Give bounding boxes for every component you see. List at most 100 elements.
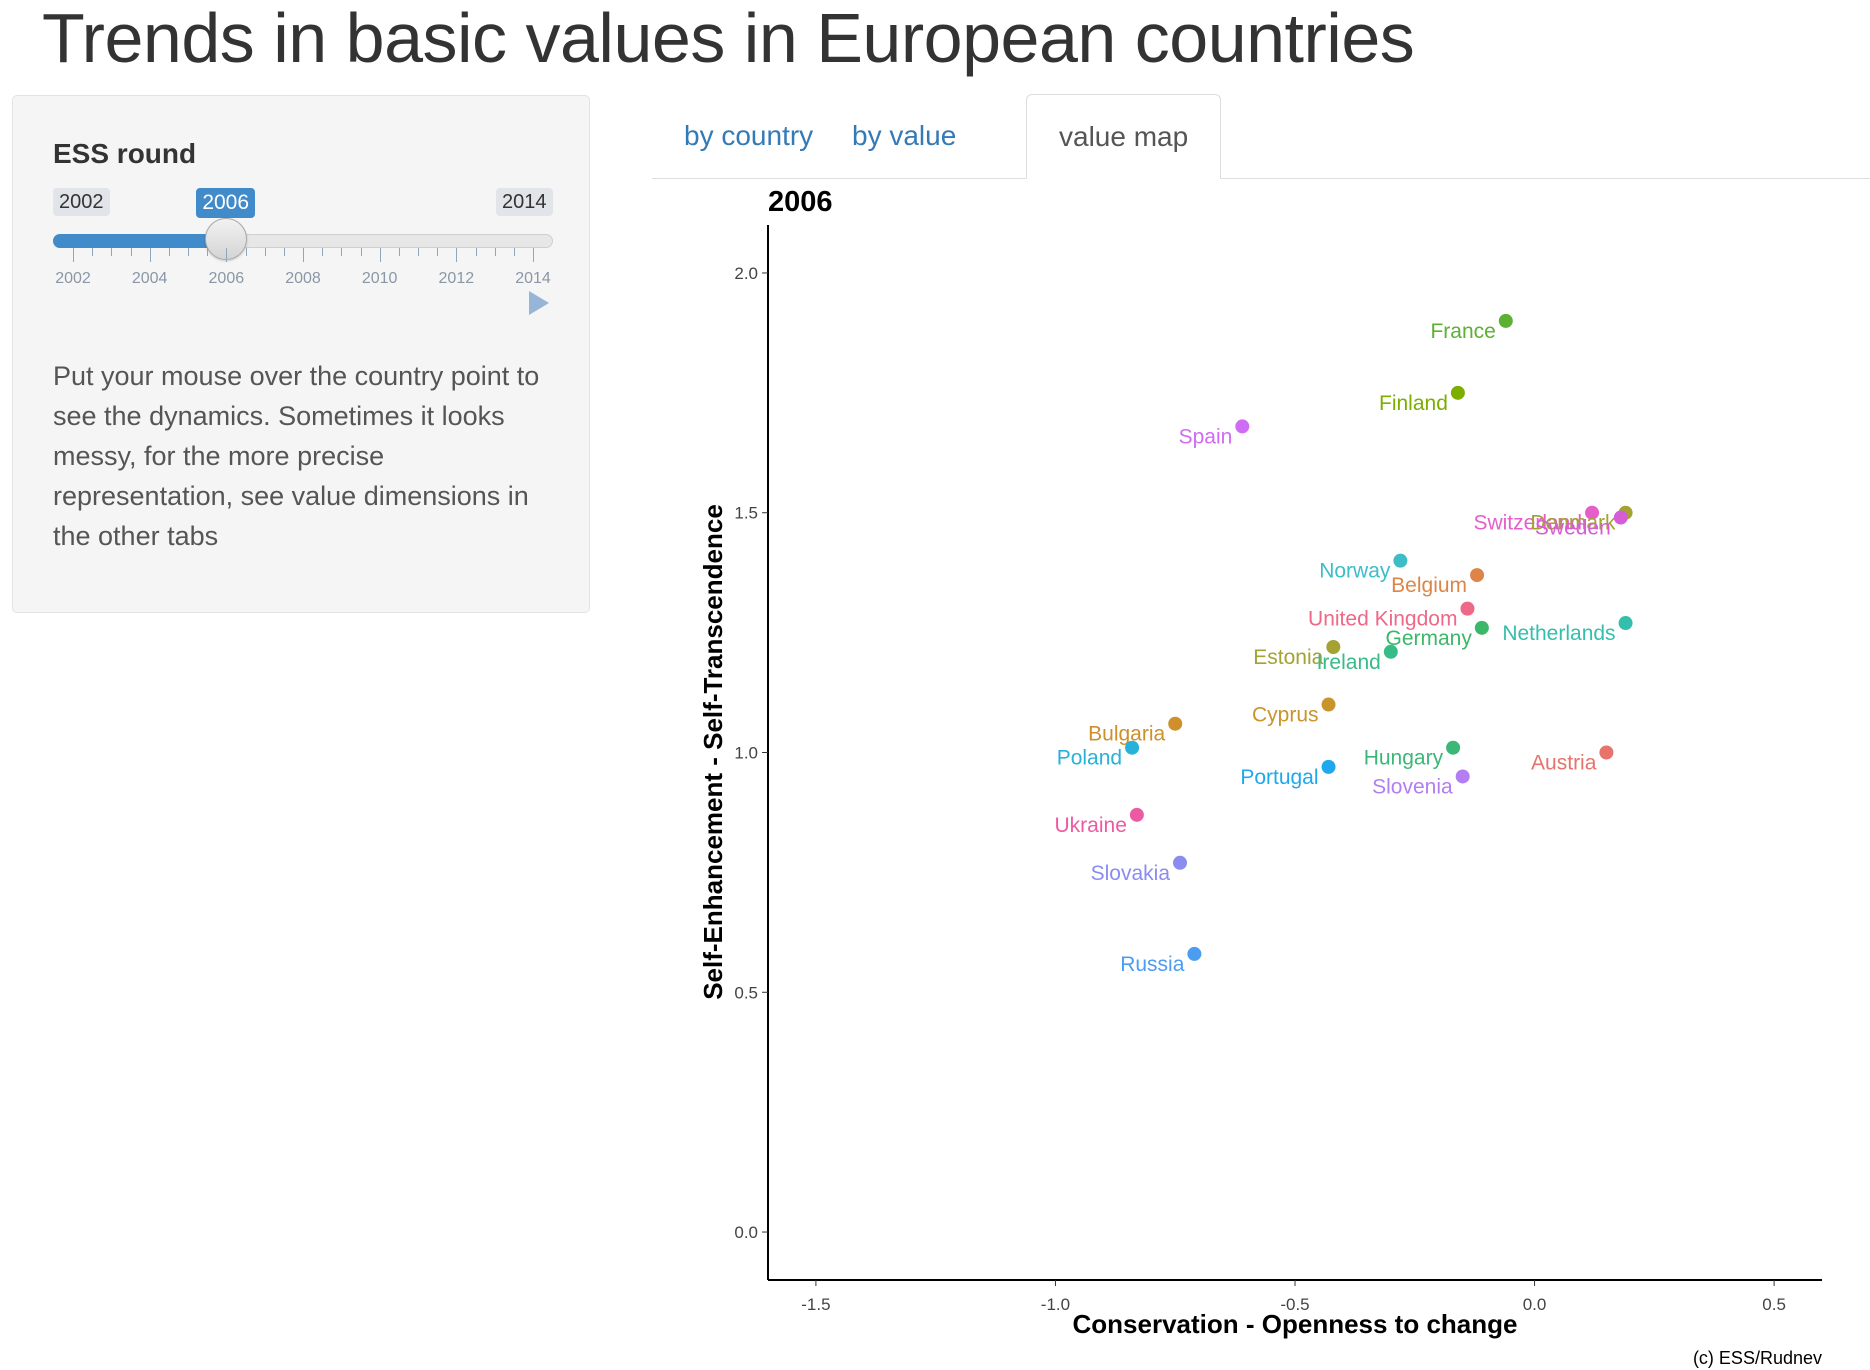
country-label: Estonia xyxy=(1253,646,1323,669)
country-label: Slovenia xyxy=(1372,775,1453,798)
slider-minor-tick xyxy=(437,248,439,256)
chart-caption: (c) ESS/Rudnev xyxy=(1693,1348,1822,1368)
x-tick-label: -1.0 xyxy=(1041,1295,1070,1314)
slider-major-tick xyxy=(456,248,458,262)
slider-major-tick xyxy=(149,248,151,262)
country-label: Bulgaria xyxy=(1088,723,1165,746)
slider-major-tick xyxy=(226,248,228,262)
chart-title: 2006 xyxy=(768,186,833,218)
country-point[interactable] xyxy=(1446,740,1461,755)
slider-minor-tick xyxy=(360,248,362,256)
tab-by-value[interactable]: by value xyxy=(852,120,957,151)
country-point[interactable] xyxy=(1326,640,1341,654)
country-point[interactable] xyxy=(1613,510,1628,525)
slider-minor-tick xyxy=(322,248,324,256)
x-axis-ticks: -1.5 -1.0 -0.5 0.0 0.5 xyxy=(801,1280,1786,1314)
y-tick-label: 1.5 xyxy=(734,504,758,523)
slider-tick-label: 2012 xyxy=(438,270,475,287)
slider-minor-tick xyxy=(245,248,247,256)
slider-minor-tick xyxy=(513,248,515,256)
slider-major-tick xyxy=(379,248,381,262)
country-label: Germany xyxy=(1385,627,1472,650)
country-point[interactable] xyxy=(1470,568,1485,583)
slider-max-label: 2014 xyxy=(496,188,553,216)
slider-minor-tick xyxy=(92,248,94,256)
tab-value-map[interactable]: value map xyxy=(1026,94,1222,179)
country-label: Cyprus xyxy=(1252,704,1319,727)
country-point[interactable] xyxy=(1599,745,1614,760)
country-point[interactable] xyxy=(1173,855,1188,870)
country-label: Ukraine xyxy=(1055,814,1127,837)
country-label: Austria xyxy=(1531,752,1597,775)
country-label: Ireland xyxy=(1317,651,1381,674)
country-point[interactable] xyxy=(1455,769,1470,784)
country-label: Denmark xyxy=(1530,512,1616,535)
x-tick-label: 0.0 xyxy=(1523,1295,1547,1314)
country-label: Netherlands xyxy=(1502,622,1615,645)
play-icon[interactable] xyxy=(529,291,549,315)
country-point[interactable] xyxy=(1235,419,1250,434)
country-label: Norway xyxy=(1319,560,1391,583)
slider-label: ESS round xyxy=(53,138,197,169)
app-title: Trends in basic values in European count… xyxy=(42,0,1415,77)
y-tick-label: 1.0 xyxy=(734,744,758,763)
country-label: Hungary xyxy=(1364,747,1444,770)
slider-tick-label: 2014 xyxy=(515,270,551,287)
country-label: Sweden xyxy=(1535,517,1611,540)
country-point[interactable] xyxy=(1168,716,1183,731)
slider-major-tick xyxy=(303,248,304,262)
country-point[interactable] xyxy=(1321,697,1336,712)
data-points: France Finland Spain SwitzerlandDenmarkSwed… xyxy=(1055,313,1633,976)
x-axis-label: Conservation - Openness to change xyxy=(1073,1309,1518,1339)
tab-by-country[interactable]: by country xyxy=(684,120,814,151)
country-point[interactable] xyxy=(1129,807,1144,822)
slider-tick-label: 2008 xyxy=(285,270,321,287)
x-tick-label: 0.5 xyxy=(1762,1295,1786,1314)
country-point[interactable] xyxy=(1187,946,1202,961)
country-label: Russia xyxy=(1120,953,1185,976)
slider-minor-tick xyxy=(264,248,266,256)
slider-minor-tick xyxy=(341,248,343,256)
tab-bar: by country by value value map xyxy=(652,94,1870,179)
country-point[interactable] xyxy=(1450,385,1465,400)
y-tick-label: 0.0 xyxy=(734,1223,758,1242)
country-label: Slovakia xyxy=(1091,862,1171,885)
slider-value-label: 2006 xyxy=(196,188,256,218)
country-point[interactable] xyxy=(1321,759,1336,774)
slider-minor-tick xyxy=(207,248,209,256)
country-point[interactable] xyxy=(1125,740,1140,755)
country-point[interactable] xyxy=(1618,616,1633,631)
slider-minor-tick xyxy=(494,248,496,256)
sidebar-panel: ESS round 2002 2014 2006 2002 2004 2006 200… xyxy=(12,95,590,613)
y-tick-label: 0.5 xyxy=(734,983,758,1002)
slider-major-tick xyxy=(533,248,534,262)
x-tick-label: -1.5 xyxy=(801,1295,830,1314)
country-point[interactable] xyxy=(1498,313,1513,328)
slider-minor-tick xyxy=(475,248,477,256)
slider-min-label: 2002 xyxy=(53,188,110,216)
country-label: United Kingdom xyxy=(1308,608,1457,631)
slider-major-tick xyxy=(73,248,74,262)
slider-tick-label: 2002 xyxy=(55,270,91,287)
country-point[interactable] xyxy=(1383,644,1398,659)
slider-minor-tick xyxy=(130,248,132,256)
x-tick-label: -0.5 xyxy=(1280,1295,1309,1314)
country-point[interactable] xyxy=(1585,505,1600,520)
slider-minor-tick xyxy=(111,248,113,256)
slider-tick-label: 2006 xyxy=(208,270,245,287)
country-label: Poland xyxy=(1057,747,1122,770)
country-point[interactable] xyxy=(1460,601,1475,616)
help-text: Put your mouse over the country point to… xyxy=(53,361,540,551)
slider-minor-tick xyxy=(283,248,285,256)
country-point[interactable] xyxy=(1474,620,1489,635)
slider-tick-grid: 2002 2004 2006 2008 2010 2012 2014 xyxy=(53,248,553,318)
slider-tick-label: 2010 xyxy=(361,270,398,287)
country-label: France xyxy=(1430,320,1495,343)
country-point[interactable] xyxy=(1393,553,1408,568)
country-label: Switzerland xyxy=(1473,512,1582,535)
country-label: Portugal xyxy=(1240,766,1318,789)
country-label: Belgium xyxy=(1391,574,1467,597)
slider-tick-label: 2004 xyxy=(131,270,168,287)
slider-minor-tick xyxy=(168,248,170,256)
